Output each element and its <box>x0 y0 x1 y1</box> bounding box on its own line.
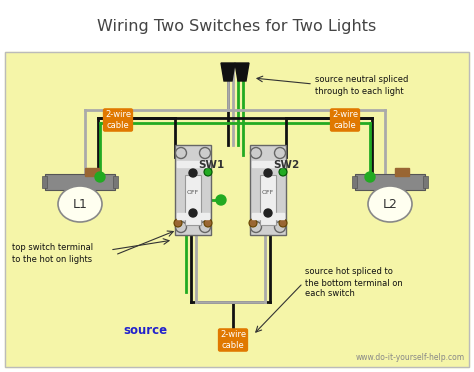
Circle shape <box>279 168 287 176</box>
Text: to the hot on lights: to the hot on lights <box>12 256 92 264</box>
Circle shape <box>189 169 197 177</box>
Bar <box>355 174 425 190</box>
Polygon shape <box>221 63 235 81</box>
Text: through to each light: through to each light <box>315 87 404 96</box>
Text: each switch: each switch <box>305 289 355 298</box>
Text: 2-wire
cable: 2-wire cable <box>220 330 246 350</box>
Bar <box>352 176 357 188</box>
Text: 2-wire
cable: 2-wire cable <box>105 110 131 130</box>
Bar <box>252 213 284 219</box>
Circle shape <box>95 172 105 182</box>
Circle shape <box>200 148 210 158</box>
Bar <box>113 176 118 188</box>
Circle shape <box>174 219 182 227</box>
Circle shape <box>264 169 272 177</box>
Ellipse shape <box>58 186 102 222</box>
Circle shape <box>175 148 186 158</box>
Text: source: source <box>123 324 167 337</box>
Bar <box>395 168 409 176</box>
Bar <box>260 175 276 225</box>
Text: SW2: SW2 <box>273 160 299 170</box>
Text: the bottom terminal on: the bottom terminal on <box>305 279 403 288</box>
Circle shape <box>200 221 210 232</box>
Circle shape <box>204 219 212 227</box>
Circle shape <box>365 172 375 182</box>
Bar <box>5 52 469 367</box>
Bar <box>177 161 209 167</box>
Circle shape <box>250 221 262 232</box>
Text: SW1: SW1 <box>198 160 224 170</box>
Circle shape <box>216 195 226 205</box>
Bar <box>5 52 469 367</box>
Bar <box>175 145 211 235</box>
Text: Wiring Two Switches for Two Lights: Wiring Two Switches for Two Lights <box>97 19 377 33</box>
Text: OFF: OFF <box>187 189 199 195</box>
Circle shape <box>249 219 257 227</box>
Polygon shape <box>235 63 249 81</box>
Circle shape <box>274 148 285 158</box>
Bar <box>185 175 201 225</box>
Polygon shape <box>220 332 246 348</box>
Bar <box>177 213 209 219</box>
Text: OFF: OFF <box>262 189 274 195</box>
Text: L1: L1 <box>73 198 87 211</box>
Circle shape <box>204 168 212 176</box>
Bar <box>252 161 284 167</box>
Circle shape <box>264 209 272 217</box>
Text: top switch terminal: top switch terminal <box>12 244 93 253</box>
Bar <box>0 0 474 52</box>
Bar <box>423 176 428 188</box>
Text: source hot spliced to: source hot spliced to <box>305 267 393 276</box>
Circle shape <box>189 209 197 217</box>
Text: source neutral spliced: source neutral spliced <box>315 76 409 84</box>
Ellipse shape <box>368 186 412 222</box>
Bar <box>85 168 99 176</box>
Bar <box>42 176 47 188</box>
Bar <box>45 174 115 190</box>
Text: L2: L2 <box>383 198 397 211</box>
Circle shape <box>274 221 285 232</box>
Text: 2-wire
cable: 2-wire cable <box>332 110 358 130</box>
Circle shape <box>175 221 186 232</box>
Text: www.do-it-yourself-help.com: www.do-it-yourself-help.com <box>356 353 465 362</box>
Circle shape <box>279 219 287 227</box>
Bar <box>250 145 286 235</box>
Circle shape <box>250 148 262 158</box>
